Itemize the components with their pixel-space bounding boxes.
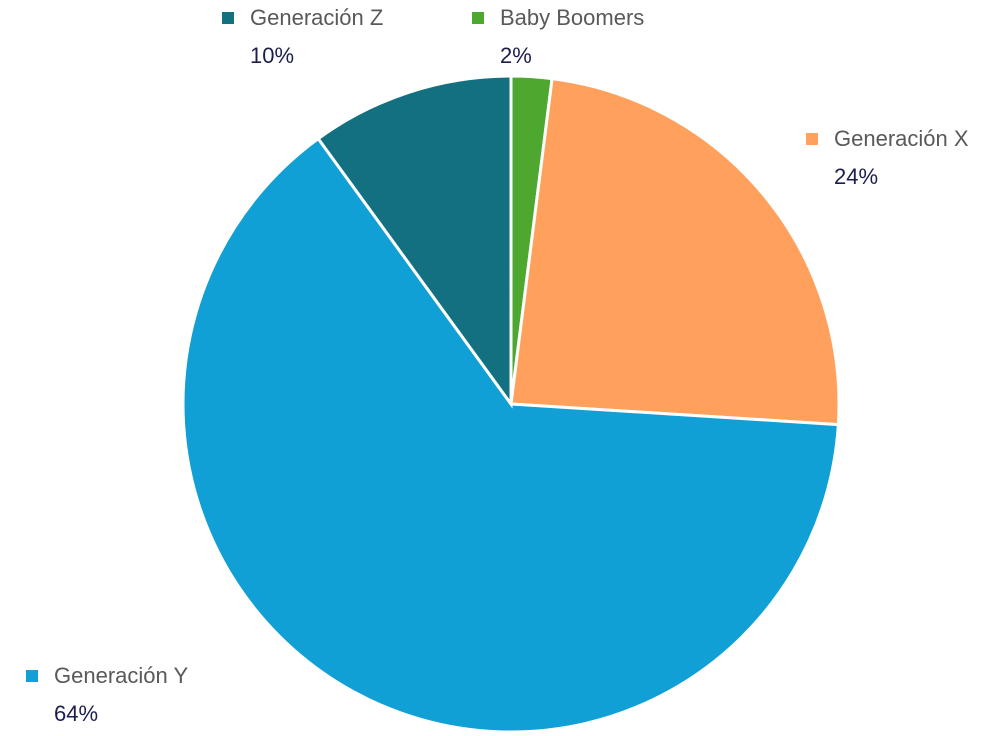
legend-swatch <box>472 12 484 24</box>
data-label: 10% <box>250 43 294 68</box>
data-label: 24% <box>834 164 878 189</box>
legend-label: Generación Z <box>250 5 383 30</box>
legend-swatch <box>806 133 818 145</box>
legend-label: Baby Boomers <box>500 5 644 30</box>
pie-slice <box>181 136 840 734</box>
data-label: 2% <box>500 43 532 68</box>
pie-slice <box>509 76 841 427</box>
data-label: 64% <box>54 701 98 726</box>
pie-slice <box>316 74 513 409</box>
legend-swatch <box>26 670 38 682</box>
legend-label: Generación Y <box>54 663 188 688</box>
legend-swatch <box>222 12 234 24</box>
legend-label: Generación X <box>834 126 969 151</box>
